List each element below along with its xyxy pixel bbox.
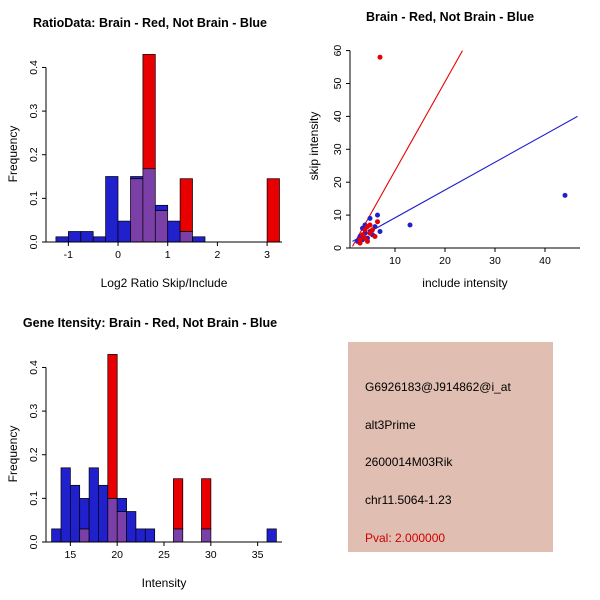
svg-text:10: 10 — [389, 255, 401, 267]
svg-text:40: 40 — [539, 255, 551, 267]
svg-text:0.0: 0.0 — [28, 235, 40, 250]
ratio-hist-xlabel: Log2 Ratio Skip/Include — [100, 276, 228, 290]
svg-text:30: 30 — [332, 143, 344, 155]
svg-text:20: 20 — [111, 549, 123, 561]
svg-text:25: 25 — [158, 549, 170, 561]
info-line-1: alt3Prime — [365, 418, 416, 432]
svg-text:30: 30 — [205, 549, 217, 561]
intensity-scatter-chart: 10 20 30 40 0 10 20 30 40 50 60 — [332, 45, 580, 267]
svg-text:20: 20 — [332, 176, 344, 188]
info-line-4: Pval: 2.000000 — [365, 531, 446, 545]
info-line-3: chr11.5064-1.23 — [365, 493, 452, 507]
svg-text:20: 20 — [439, 255, 451, 267]
panel-ratio-histogram: -1 0 1 2 3 0.0 0.1 0.2 0.3 0.4 RatioData: Brain -… — [0, 0, 300, 300]
svg-text:50: 50 — [332, 77, 344, 89]
svg-text:0: 0 — [332, 245, 344, 251]
scatter-title: Brain - Red, Not Brain - Blue — [365, 10, 535, 24]
svg-text:0.3: 0.3 — [28, 404, 40, 419]
svg-text:0: 0 — [115, 249, 121, 261]
panel-gene-info: G6926183@J914862@i_at alt3Prime 2600014M… — [300, 300, 600, 600]
svg-text:0.1: 0.1 — [28, 491, 40, 506]
svg-text:15: 15 — [65, 549, 77, 561]
scatter-xlabel: include intensity — [422, 276, 508, 290]
ratio-histogram-chart: -1 0 1 2 3 0.0 0.1 0.2 0.3 0.4 — [28, 54, 282, 261]
svg-text:40: 40 — [332, 110, 344, 122]
svg-text:0.2: 0.2 — [28, 447, 40, 462]
svg-text:0.4: 0.4 — [28, 60, 40, 75]
svg-text:0.4: 0.4 — [28, 360, 40, 375]
svg-text:60: 60 — [332, 45, 344, 57]
gene-intensity-histogram-chart: 15 20 25 30 35 0.0 0.1 0.2 0.3 0.4 — [28, 354, 282, 561]
svg-text:0.0: 0.0 — [28, 535, 40, 550]
gene-hist-xlabel: Intensity — [141, 576, 187, 590]
svg-text:30: 30 — [489, 255, 501, 267]
svg-text:3: 3 — [264, 249, 270, 261]
svg-text:0.3: 0.3 — [28, 104, 40, 119]
gene-hist-ylabel: Frequency — [6, 425, 20, 483]
svg-text:1: 1 — [165, 249, 171, 261]
panel-intensity-scatter: 10 20 30 40 0 10 20 30 40 50 60 Brain - Red, Not B… — [300, 0, 600, 300]
ratio-hist-ylabel: Frequency — [6, 125, 20, 183]
info-line-0: G6926183@J914862@i_at — [365, 380, 511, 394]
info-box: G6926183@J914862@i_at alt3Prime 2600014M… — [348, 342, 553, 552]
ratio-hist-title: RatioData: Brain - Red, Not Brain - Blue — [32, 16, 268, 30]
svg-text:-1: -1 — [64, 249, 73, 261]
panel-gene-intensity-histogram: 15 20 25 30 35 0.0 0.1 0.2 0.3 0.4 Gene Itensity:… — [0, 300, 300, 600]
gene-hist-title: Gene Itensity: Brain - Red, Not Brain - … — [22, 316, 278, 330]
svg-text:10: 10 — [332, 209, 344, 221]
svg-text:35: 35 — [252, 549, 264, 561]
scatter-ylabel: skip intensity — [307, 111, 321, 181]
info-line-2: 2600014M03Rik — [365, 455, 453, 469]
svg-text:0.2: 0.2 — [28, 147, 40, 162]
svg-text:0.1: 0.1 — [28, 191, 40, 206]
svg-text:2: 2 — [214, 249, 220, 261]
